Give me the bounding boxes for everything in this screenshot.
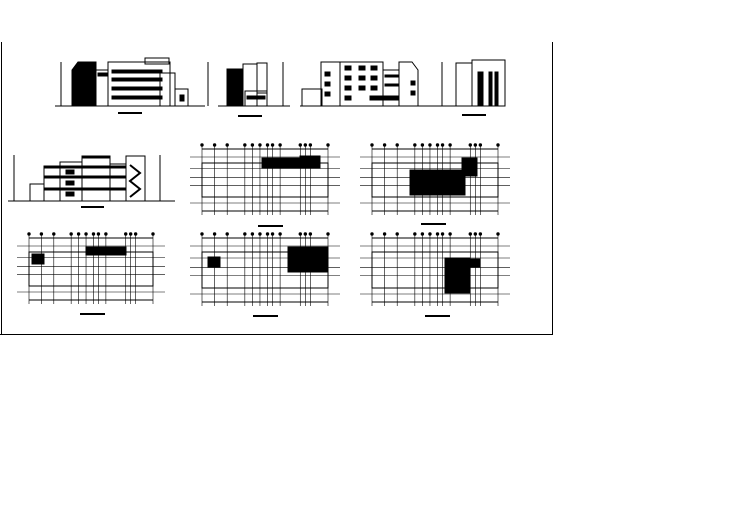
grid-bubble [84,232,88,236]
grid-bubble [468,232,472,236]
grid-bubble [395,232,399,236]
grid-bubble [212,143,217,147]
grid-bubble [395,143,399,147]
hatched-area [299,155,321,169]
grid-bubble [265,232,270,236]
grid-bubble [200,143,204,147]
grid-bubble [303,143,308,147]
elevation-side-left [218,62,290,117]
grid-bubble [69,232,73,236]
grid-bubble [225,232,229,236]
plan-3 [17,232,165,315]
grid-bubble [96,232,101,236]
grid-bubble [370,143,374,147]
grid-bubble [428,143,432,147]
grid-bubble [496,232,500,236]
hatched-area [31,253,45,265]
grid-bubble [370,232,374,236]
grid-bubble [250,232,255,236]
building-outline [28,251,154,287]
grid-bubble [435,232,440,236]
level-markers [60,62,209,106]
elevation-front [55,57,209,114]
grid-bubble [478,232,483,236]
grid-bubble [76,232,81,236]
grid-bubble [52,232,56,236]
grid-bubble [303,232,308,236]
grid-bubble [440,232,445,236]
grid-bubble [435,143,440,147]
grid-bubble [258,232,262,236]
grid-bubble [270,143,275,147]
grid-bubble [124,232,128,236]
grid-bubble [440,143,445,147]
grid-bubble [478,143,483,147]
hatched-area [85,246,127,256]
grid-bubble [298,143,302,147]
hatched-area [461,157,478,177]
hatched-area [461,258,481,268]
grid-bubble [128,232,133,236]
grid-bubble [428,232,432,236]
grid-bubble [298,232,302,236]
sheet-border [0,42,553,335]
grid-bubble [212,232,217,236]
grid-bubble [326,232,330,236]
grid-bubble [448,232,452,236]
grid-bubble [91,232,96,236]
elevation-side-right [441,59,506,116]
grid-bubble [473,232,478,236]
grid-bubble [496,143,500,147]
grid-bubble [413,232,417,236]
section [8,155,175,208]
grid-bubble [258,143,262,147]
hatched-area [409,169,466,196]
grid-bubble [308,232,313,236]
grid-bubble [151,232,155,236]
grid-bubble [250,143,255,147]
hatched-area [207,256,221,268]
plan-5 [360,232,510,317]
hatched-area [287,246,329,273]
grid-bubble [420,232,425,236]
grid-bubble [133,232,138,236]
grid-bubble [39,232,44,236]
grid-bubble [382,232,387,236]
grid-bubble [200,232,204,236]
grid-bubble [473,143,478,147]
grid-bubble [104,232,108,236]
grid-bubble [243,232,247,236]
grid-bubble [27,232,31,236]
grid-bubble [278,143,282,147]
grid-bubble [265,143,270,147]
grid-bubble [413,143,417,147]
grid-bubble [420,143,425,147]
plan-4 [190,232,340,317]
building-outline [371,251,499,289]
grid-bubble [382,143,387,147]
grid-bubble [308,143,313,147]
plan-2 [360,143,510,225]
grid-bubble [326,143,330,147]
grid-bubble [278,232,282,236]
grid-bubble [270,232,275,236]
elevation-rear [300,61,470,107]
grid-bubble [225,143,229,147]
grid-bubble [448,143,452,147]
plan-1 [190,143,340,227]
grid-bubble [243,143,247,147]
grid-bubble [468,143,472,147]
